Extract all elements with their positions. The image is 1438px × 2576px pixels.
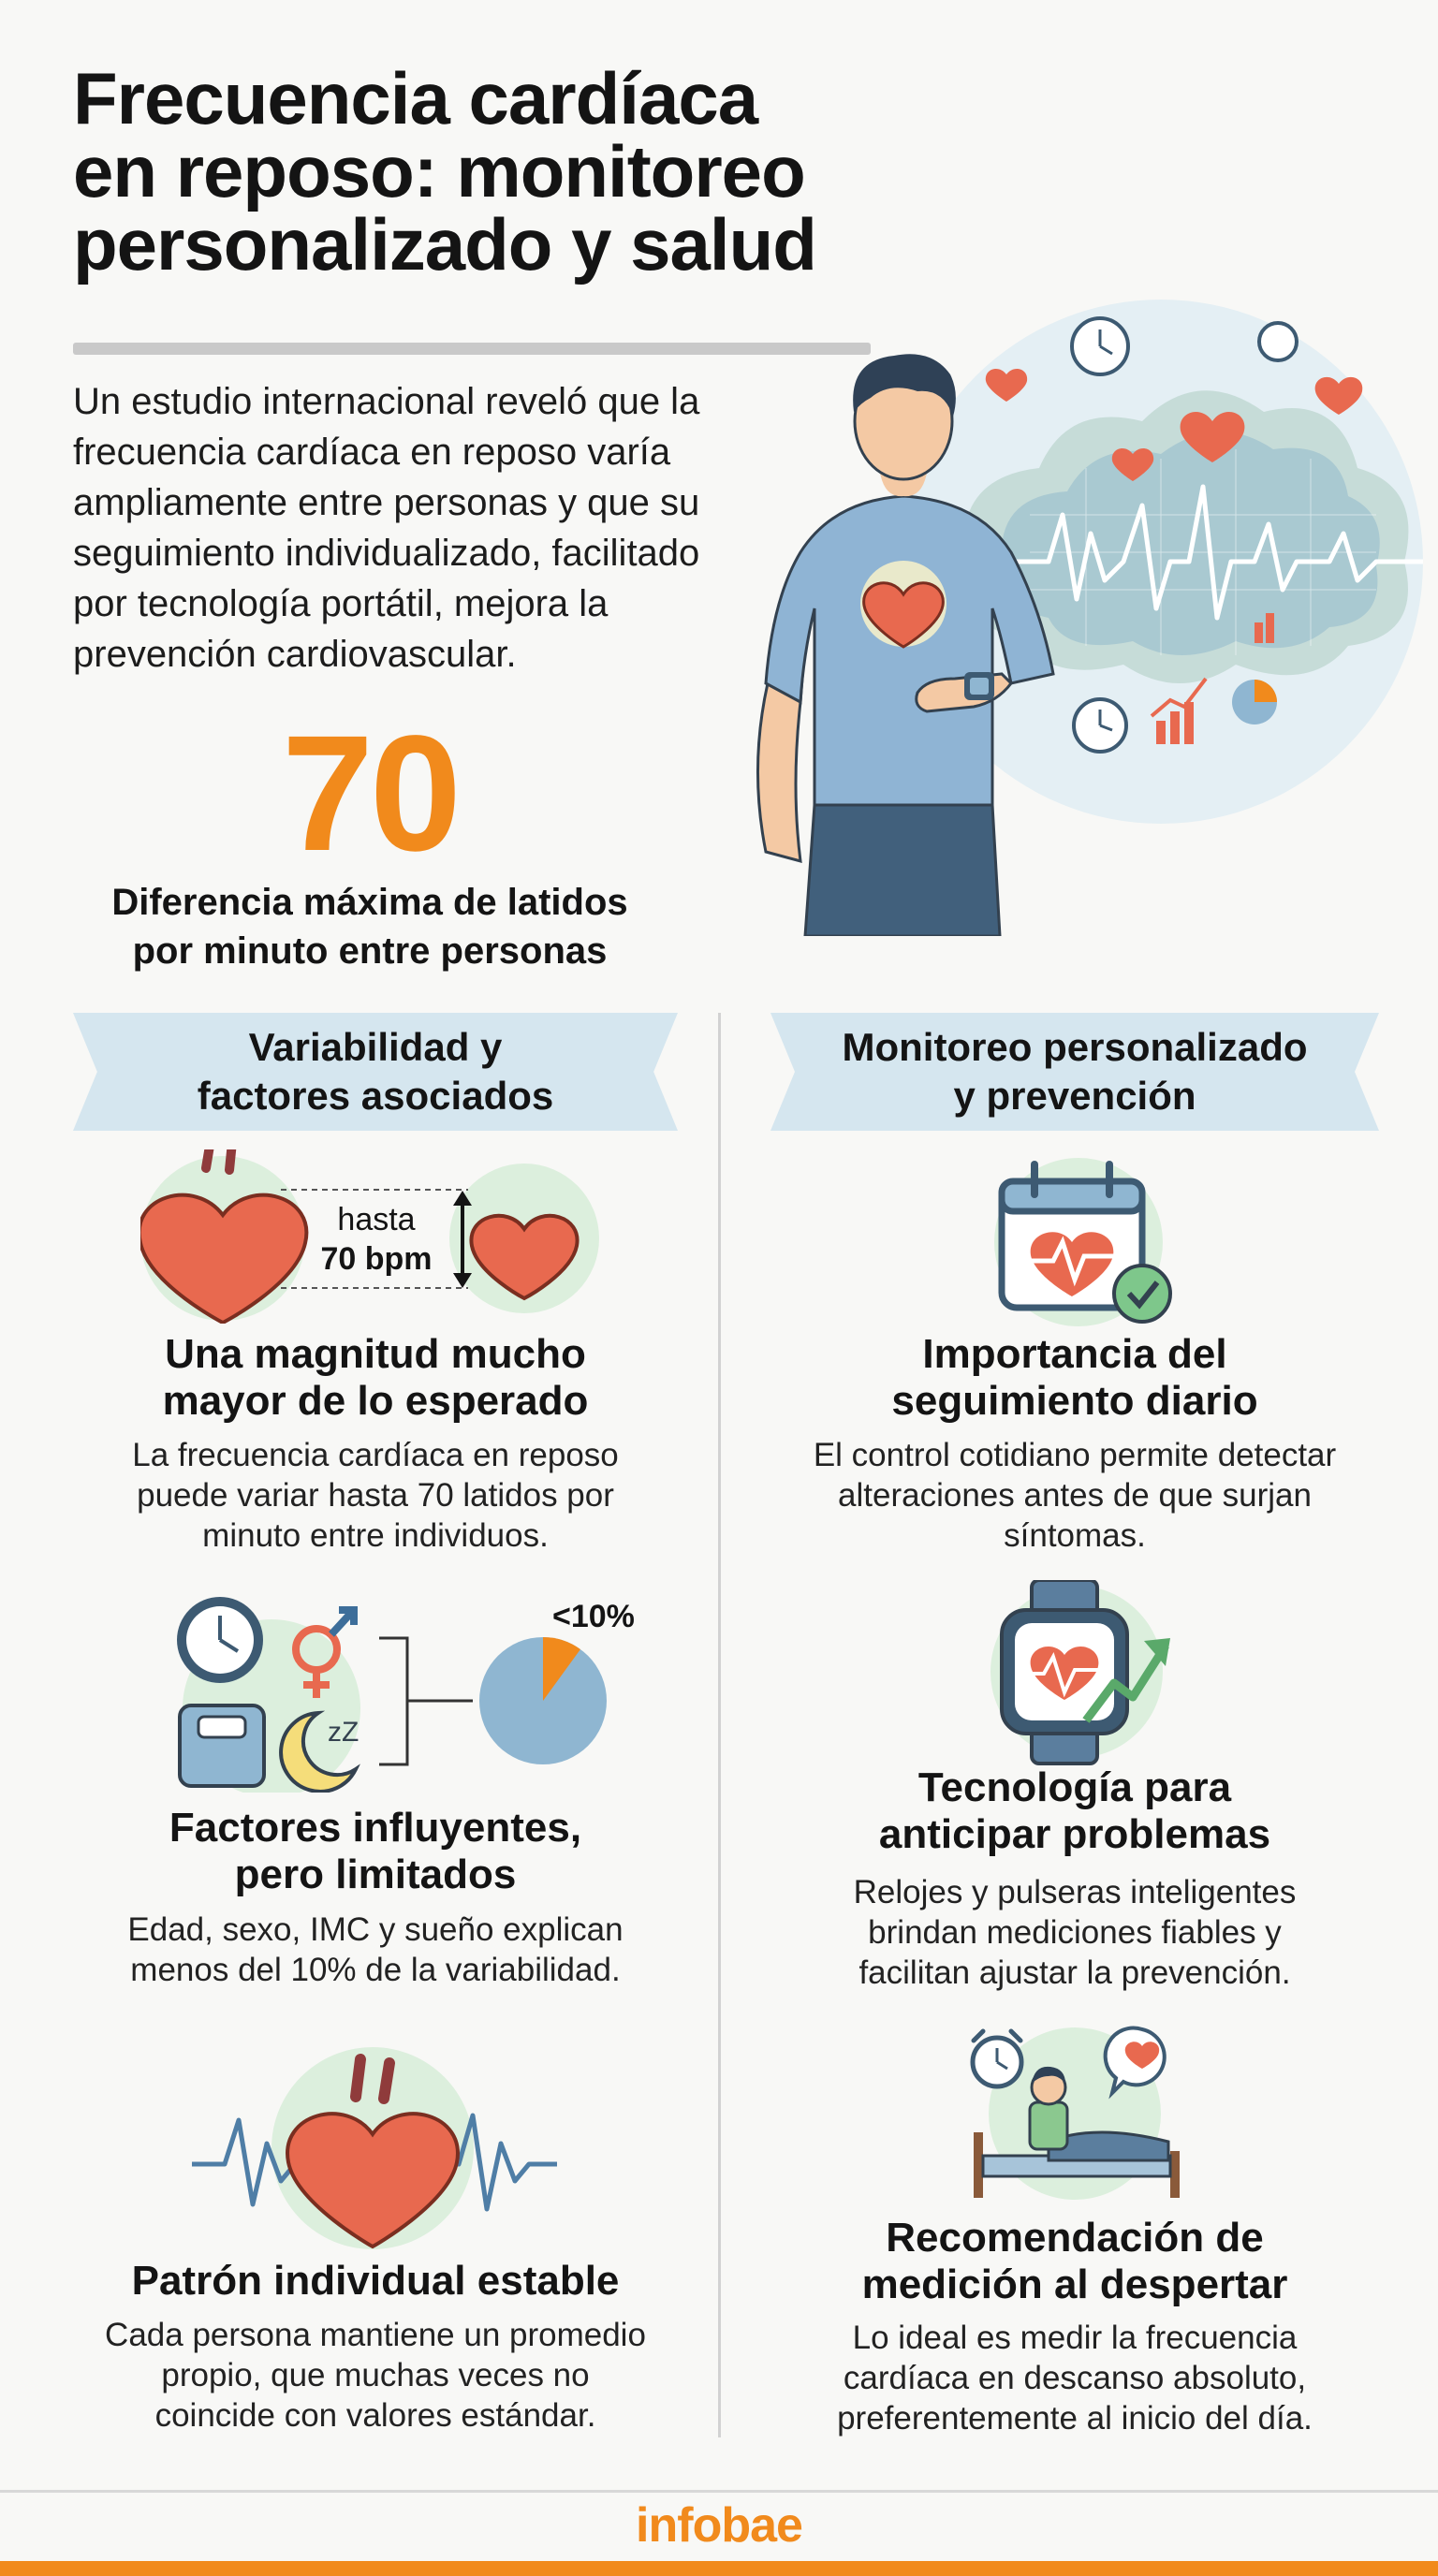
banner-line: Variabilidad y: [248, 1025, 503, 1069]
card-title: Importancia del seguimiento diario: [770, 1331, 1379, 1425]
card-body-line: Relojes y pulseras inteligentes: [853, 1874, 1297, 1910]
card-title-line: Factores influyentes,: [169, 1805, 582, 1851]
card-title: Una magnitud mucho mayor de lo esperado: [73, 1331, 678, 1425]
section-banner-label: Variabilidad y factores asociados: [73, 1013, 678, 1120]
card-body-line: puede variar hasta 70 latidos por: [137, 1477, 614, 1514]
card-body: Edad, sexo, IMC y sueño explican menos d…: [73, 1910, 678, 1990]
intro-line: ampliamente entre personas y que su: [73, 482, 700, 523]
card-body-line: Lo ideal es medir la frecuencia: [852, 2320, 1298, 2356]
section-banner-variability: Variabilidad y factores asociados: [73, 1013, 678, 1131]
banner-line: Monitoreo personalizado: [842, 1025, 1308, 1069]
page-title: Frecuencia cardíaca en reposo: monitoreo…: [73, 62, 916, 281]
card-title-line: pero limitados: [234, 1852, 517, 1897]
intro-line: seguimiento individualizado, facilitado: [73, 533, 700, 574]
card-title-line: medición al despertar: [861, 2261, 1288, 2307]
banner-line: y prevención: [953, 1074, 1196, 1118]
stat-caption-line: Diferencia máxima de latidos: [111, 882, 628, 923]
alarm-clock-icon: [970, 2028, 1024, 2089]
card-body-line: minuto entre individuos.: [202, 1517, 549, 1554]
card-title-line: Recomendación de: [886, 2215, 1264, 2261]
heart-icon: [286, 2112, 460, 2249]
card-title-line: Patrón individual estable: [131, 2258, 620, 2304]
card-body-line: El control cotidiano permite detectar: [813, 1437, 1337, 1473]
section-banner-label: Monitoreo personalizado y prevención: [770, 1013, 1379, 1120]
heart-icon: [469, 1213, 580, 1301]
stat-caption-line: por minuto entre personas: [132, 930, 608, 972]
card-title: Patrón individual estable: [73, 2258, 678, 2305]
range-label-bottom: 70 bpm: [320, 1241, 432, 1277]
range-label-top: hasta: [337, 1202, 415, 1237]
heart-comparison-illustration: hasta 70 bpm: [140, 1149, 599, 1324]
intro-line: prevención cardiovascular.: [73, 634, 517, 675]
card-body-line: coincide con valores estándar.: [154, 2397, 596, 2434]
card-title: Recomendación de medición al despertar: [770, 2215, 1379, 2308]
calendar-heart-icon: [994, 1158, 1172, 1326]
card-body-line: alteraciones antes de que surjan: [838, 1477, 1312, 1514]
title-line: en reposo: monitoreo: [73, 130, 806, 212]
waking-measurement-illustration: [970, 2026, 1180, 2200]
card-body-line: propio, que muchas veces no: [161, 2357, 590, 2393]
card-title-line: seguimiento diario: [891, 1378, 1258, 1424]
footer-accent-bar: [0, 2561, 1438, 2576]
stable-pattern-illustration: [192, 2047, 557, 2249]
card-title-line: Importancia del: [922, 1331, 1227, 1377]
card-body-line: facilitan ajustar la prevención.: [858, 1954, 1291, 1991]
card-title-line: Una magnitud mucho: [165, 1331, 586, 1377]
stat-caption: Diferencia máxima de latidos por minuto …: [56, 878, 683, 975]
card-title: Tecnología para anticipar problemas: [770, 1764, 1379, 1858]
banner-line: factores asociados: [197, 1074, 554, 1118]
intro-line: por tecnología portátil, mejora la: [73, 583, 609, 624]
card-body: El control cotidiano permite detectar al…: [770, 1435, 1379, 1556]
card-title-line: anticipar problemas: [878, 1811, 1271, 1857]
card-body-line: brindan mediciones fiables y: [868, 1914, 1282, 1951]
smartwatch-icon: [990, 1580, 1170, 1765]
card-title-line: Tecnología para: [917, 1764, 1232, 1810]
infobae-logo[interactable]: infobae: [636, 2498, 803, 2553]
pie-slice: [543, 1637, 580, 1701]
intro-line: Un estudio internacional reveló que la: [73, 381, 700, 422]
moon-sleep-icon: zZ: [279, 1710, 360, 1793]
card-body-line: cardíaca en descanso absoluto,: [843, 2360, 1307, 2396]
footer-divider: [0, 2490, 1438, 2493]
intro-paragraph: Un estudio internacional reveló que la f…: [73, 376, 785, 680]
card-body-line: preferentemente al inicio del día.: [837, 2400, 1313, 2437]
pie-label: <10%: [552, 1599, 635, 1634]
intro-line: frecuencia cardíaca en reposo varía: [73, 432, 671, 473]
card-body-line: Cada persona mantiene un promedio: [105, 2317, 646, 2353]
heart-icon: [140, 1193, 309, 1324]
clock-icon: [177, 1597, 263, 1683]
column-divider: [718, 1013, 721, 2437]
card-title-line: mayor de lo esperado: [162, 1378, 589, 1424]
card-body: La frecuencia cardíaca en reposo puede v…: [73, 1435, 678, 1556]
title-line: Frecuencia cardíaca: [73, 57, 758, 139]
ecg-wave-icon: [917, 484, 1423, 621]
man-smartwatch-icon: [756, 300, 1423, 936]
section-banner-monitoring: Monitoreo personalizado y prevención: [770, 1013, 1379, 1131]
scale-icon: [178, 1704, 266, 1788]
card-body-line: La frecuencia cardíaca en reposo: [132, 1437, 619, 1473]
title-line: personalizado y salud: [73, 203, 817, 285]
card-body: Relojes y pulseras inteligentes brindan …: [770, 1872, 1379, 1993]
pie-chart-icon: [479, 1637, 607, 1764]
gender-icon: [292, 1606, 358, 1698]
card-body-line: Edad, sexo, IMC y sueño explican: [127, 1911, 624, 1948]
title-underline: [73, 343, 871, 355]
card-body: Cada persona mantiene un promedio propio…: [73, 2315, 678, 2436]
bed-icon: [974, 2130, 1180, 2198]
svg-text:zZ: zZ: [328, 1717, 359, 1748]
heart-icon: [862, 581, 945, 649]
factors-illustration: zZ <10%: [177, 1597, 635, 1793]
card-body: Lo ideal es medir la frecuencia cardíaca…: [770, 2318, 1379, 2438]
card-body-line: síntomas.: [1004, 1517, 1146, 1554]
card-title: Factores influyentes, pero limitados: [73, 1805, 678, 1898]
stat-number: 70: [282, 702, 462, 886]
card-body-line: menos del 10% de la variabilidad.: [130, 1952, 621, 1988]
